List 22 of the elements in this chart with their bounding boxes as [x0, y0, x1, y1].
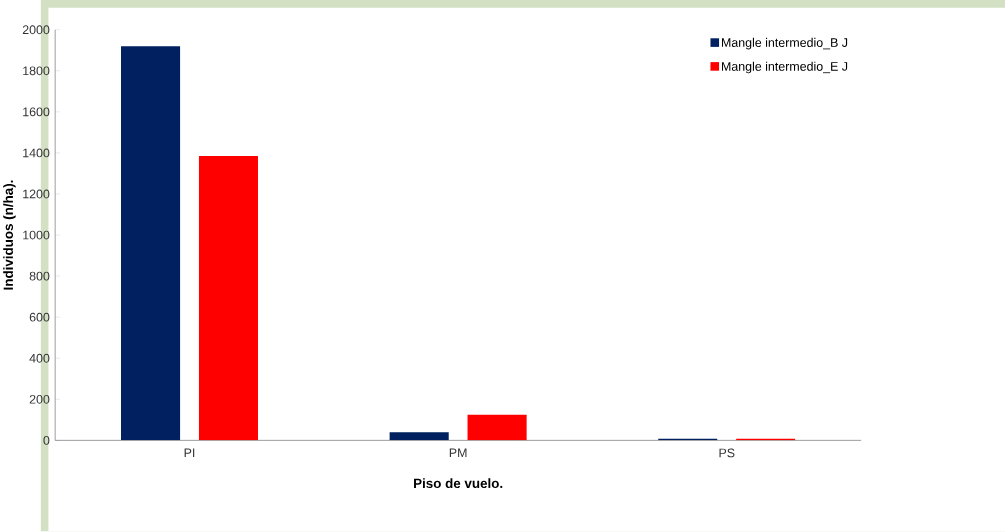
- y-tick-label: 1000: [23, 230, 50, 240]
- y-tick-label: 0: [43, 436, 50, 445]
- y-tick-label: 2000: [22, 25, 50, 35]
- y-tick-label: 1600: [23, 107, 50, 117]
- legend-label: Mangle intermedio_E J: [722, 61, 848, 74]
- y-tick-label: 600: [29, 313, 50, 322]
- x-axis-title: Piso de vuelo.: [414, 478, 503, 489]
- bar: [389, 432, 449, 441]
- y-axis-title: Individuos (n/ha).: [3, 180, 16, 290]
- y-tick-label: 1200: [23, 189, 50, 199]
- bar: [120, 46, 181, 441]
- x-tick-label: PI: [184, 448, 195, 458]
- legend-label: Mangle intermedio_B J: [722, 38, 848, 50]
- y-tick-label: 1400: [23, 148, 50, 158]
- bar: [467, 414, 527, 441]
- x-tick-label: PM: [449, 448, 467, 458]
- y-tick-label: 400: [29, 354, 50, 363]
- bar: [198, 156, 258, 441]
- x-tick-label: PS: [719, 448, 735, 458]
- y-tick-label: 1800: [23, 66, 50, 76]
- y-tick-label: 200: [29, 395, 50, 404]
- y-tick-label: 800: [29, 271, 50, 281]
